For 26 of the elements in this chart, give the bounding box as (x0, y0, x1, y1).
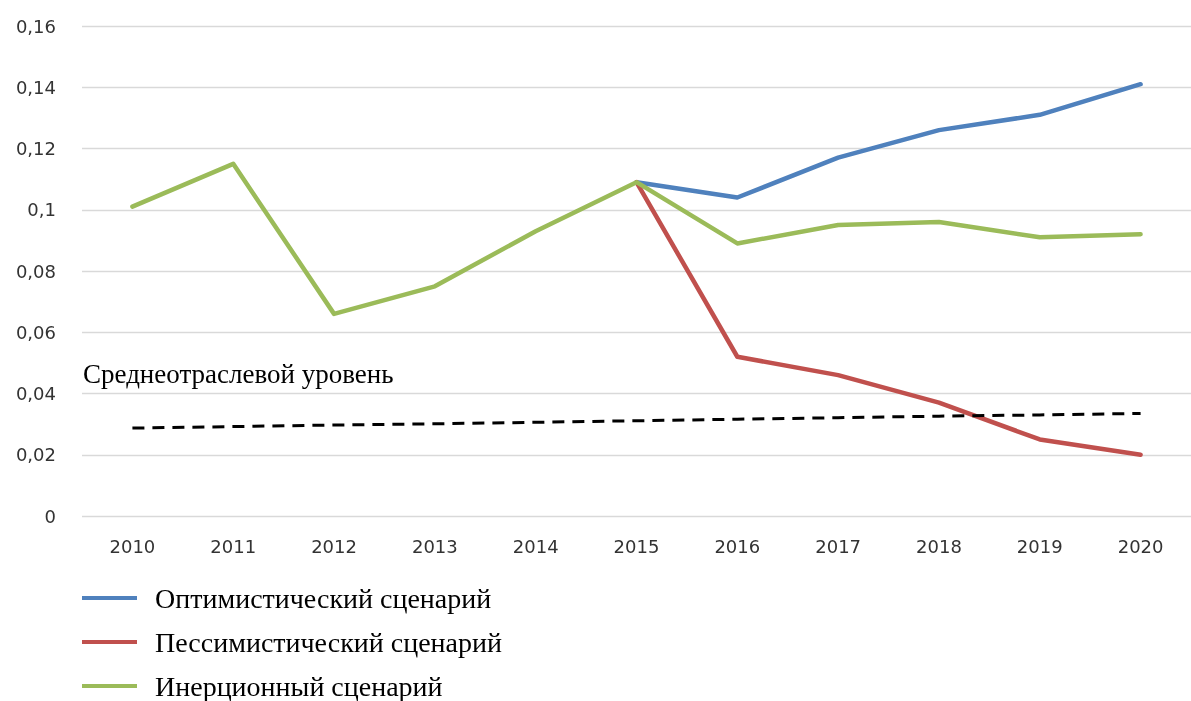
x-tick-label: 2015 (613, 535, 660, 557)
y-tick-label: 0,12 (15, 138, 56, 159)
y-tick-label: 0 (44, 505, 56, 527)
annotation: Среднеотраслевой уровень (83, 359, 394, 390)
legend-label: Пессимистический сценарий (155, 626, 502, 658)
x-tick-label: 2016 (714, 535, 761, 557)
x-tick-label: 2014 (512, 535, 559, 557)
y-tick-label: 0,16 (15, 15, 56, 37)
line-series (130, 411, 1143, 430)
x-tick-label: 2012 (311, 535, 357, 557)
x-tick-label: 2020 (1117, 535, 1164, 557)
legend-label: Оптимистический сценарий (155, 582, 492, 614)
y-tick-label: 0,1 (27, 199, 56, 221)
y-tick-label: 0,14 (15, 76, 56, 98)
y-tick-label: 0,08 (15, 260, 56, 282)
y-tick-label: 0,02 (15, 444, 56, 466)
x-tick-label: 2017 (815, 535, 862, 557)
x-tick-label: 2011 (210, 535, 257, 557)
x-tick-label: 2010 (109, 535, 156, 557)
x-tick-label: 2019 (1016, 535, 1063, 557)
x-tick-label: 2013 (411, 535, 458, 557)
y-tick-label: 0,04 (15, 383, 56, 404)
line-series (130, 161, 1143, 317)
legend-label: Инерционный сценарий (155, 670, 443, 701)
x-tick-label: 2018 (916, 535, 962, 557)
y-tick-label: 0,06 (15, 321, 56, 343)
